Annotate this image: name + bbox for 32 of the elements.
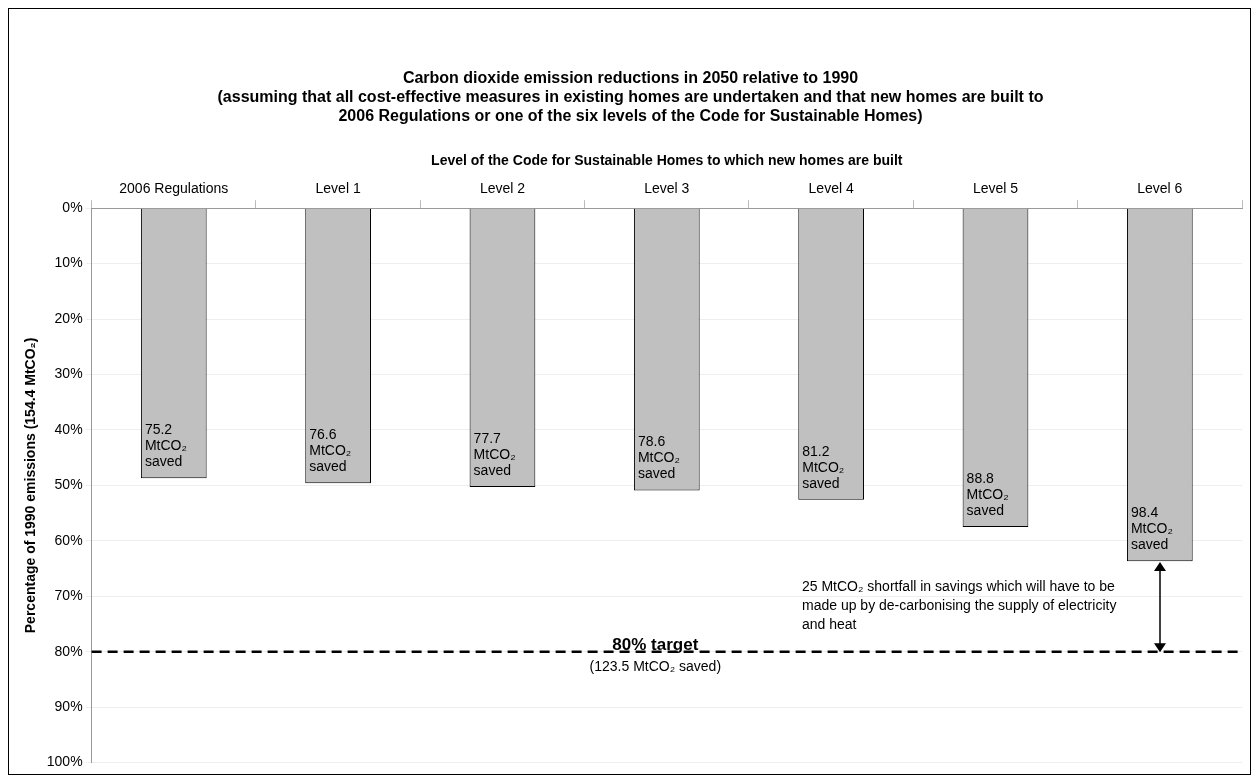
chart-subtitle: (assuming that all cost-effective measures in existing homes are undertaken and that new homes are built to 2006 Regulations or one of the six levels of the Code for Sustainable Homes): [217, 88, 1044, 125]
x-tick-label: Level 4: [808, 179, 854, 196]
y-tick-label: 0%: [62, 199, 83, 216]
y-tick-label: 10%: [54, 254, 83, 271]
y-tick-label: 80%: [54, 642, 83, 659]
x-tick-label: Level 5: [972, 179, 1019, 196]
x-tick-label: 2006 Regulations: [119, 179, 229, 196]
y-tick-label: 30%: [54, 365, 83, 382]
x-tick-label: Level 1: [315, 179, 361, 196]
y-tick-label: 40%: [54, 420, 83, 437]
x-tick-label: Level 6: [1137, 179, 1183, 196]
annotation: (123.5 MtCO₂ saved): [589, 657, 722, 674]
y-tick-label: 60%: [54, 531, 83, 548]
y-tick-label: 90%: [54, 698, 83, 715]
annotation: 81.2 MtCO₂ saved: [802, 442, 845, 491]
annotation: 98.4 MtCO₂ saved: [1130, 504, 1173, 553]
y-tick-label: 20%: [54, 309, 83, 326]
y-tick-label: 50%: [54, 476, 83, 493]
x-tick-label: Level 2: [479, 179, 526, 196]
chart-title: Carbon dioxide emission reductions in 2050 relative to 1990: [402, 69, 859, 87]
annotation: 25 MtCO₂ shortfall in savings which will have to be made up by de-carbonising the supply of electricity and heat: [802, 577, 1117, 632]
annotation: 75.2 MtCO₂ saved: [144, 421, 187, 470]
y-tick-label: 100%: [46, 753, 83, 770]
x-tick-label: Level 3: [644, 179, 690, 196]
x-axis-title: Level of the Code for Sustainable Homes to which new homes are built: [431, 151, 903, 168]
y-tick-label: 70%: [54, 587, 83, 604]
y-axis-title: Percentage of 1990 emissions (154.4 MtCO₂): [22, 337, 39, 634]
annotation: 88.8 MtCO₂ saved: [966, 469, 1009, 518]
annotation: 76.6 MtCO₂ saved: [309, 426, 352, 475]
ref-line-label: 80% target: [612, 634, 699, 654]
annotation: 78.6 MtCO₂ saved: [637, 433, 680, 482]
annotation: 77.7 MtCO₂ saved: [473, 430, 516, 479]
